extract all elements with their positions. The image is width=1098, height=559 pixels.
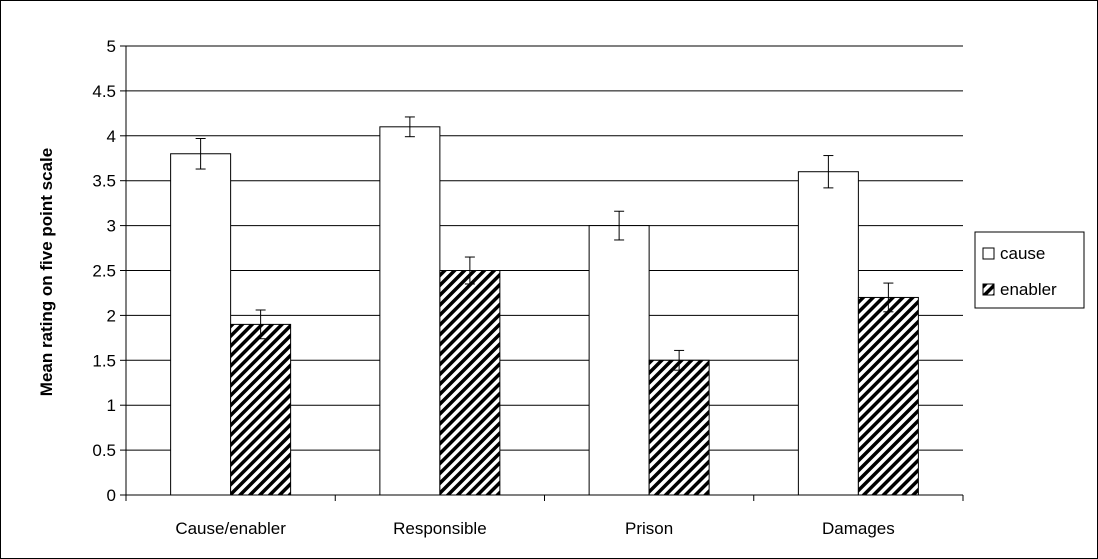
y-tick-label: 3.5 xyxy=(92,172,116,191)
y-axis-label: Mean rating on five point scale xyxy=(37,148,56,396)
y-tick-label: 0.5 xyxy=(92,441,116,460)
x-tick-label: Responsible xyxy=(393,519,487,538)
bar-cause xyxy=(379,126,441,496)
bars xyxy=(170,116,919,496)
y-tick-label: 5 xyxy=(107,37,116,56)
y-tick-label: 1.5 xyxy=(92,351,116,370)
y-tick-label: 4 xyxy=(107,127,116,146)
x-tick-label: Damages xyxy=(822,519,895,538)
y-tick-label: 0 xyxy=(107,486,116,505)
y-tick-label: 2 xyxy=(107,306,116,325)
bar-cause xyxy=(170,153,232,496)
legend-label-enabler: enabler xyxy=(1000,280,1057,299)
y-tick-label: 1 xyxy=(107,396,116,415)
legend-label-cause: cause xyxy=(1000,244,1045,263)
y-tick-label: 3 xyxy=(107,217,116,236)
bar-cause xyxy=(797,171,859,496)
y-tick-labels: 0 0.5 1 1.5 2 2.5 3 3.5 4 4.5 5 xyxy=(92,37,116,505)
bar-enabler xyxy=(230,323,292,496)
bar-cause xyxy=(588,225,650,496)
x-tick-label: Prison xyxy=(625,519,673,538)
x-tick-label: Cause/enabler xyxy=(175,519,286,538)
bar-enabler xyxy=(648,359,710,496)
legend-swatch-cause xyxy=(982,247,995,260)
legend: cause enabler xyxy=(974,231,1085,309)
bar-enabler xyxy=(439,270,501,496)
y-tick-label: 4.5 xyxy=(92,82,116,101)
x-tick-labels: Cause/enabler Responsible Prison Damages xyxy=(175,519,894,538)
bar-enabler xyxy=(857,296,919,496)
legend-swatch-enabler xyxy=(982,283,995,296)
axes xyxy=(120,45,964,501)
y-tick-label: 2.5 xyxy=(92,262,116,281)
